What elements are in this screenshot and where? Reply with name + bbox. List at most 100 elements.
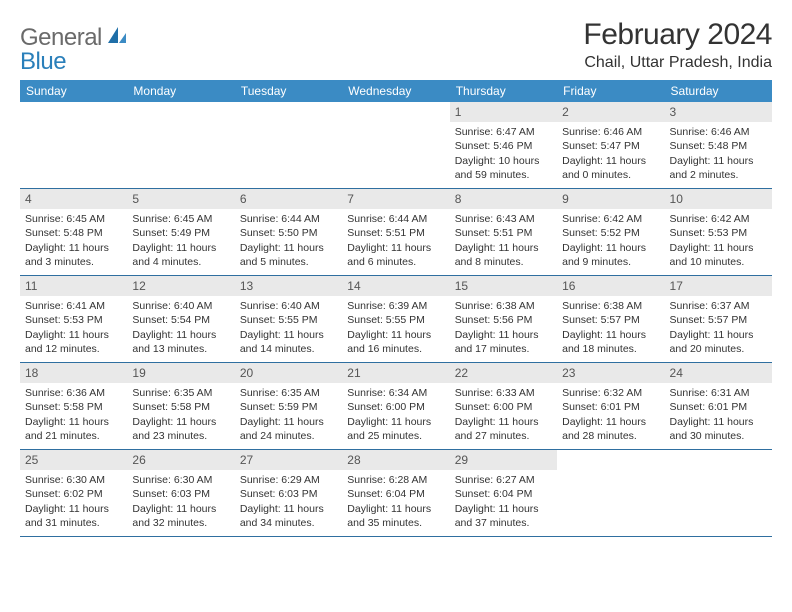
day-info-line: Sunrise: 6:45 AM (132, 212, 229, 226)
weekday-header: Wednesday (342, 80, 449, 102)
day-number: 6 (235, 189, 342, 209)
day-number: 2 (557, 102, 664, 122)
day-number: 3 (665, 102, 772, 122)
day-info-line: and 24 minutes. (240, 429, 337, 443)
logo-blue-text-wrap: Blue (20, 48, 66, 76)
day-info-line: Daylight: 11 hours (670, 415, 767, 429)
day-info-line: Sunrise: 6:45 AM (25, 212, 122, 226)
day-number: 4 (20, 189, 127, 209)
day-info-line: Sunset: 6:01 PM (670, 400, 767, 414)
day-info-line: Daylight: 10 hours (455, 154, 552, 168)
calendar-day: 3Sunrise: 6:46 AMSunset: 5:48 PMDaylight… (665, 102, 772, 188)
day-info-line: Sunset: 5:48 PM (25, 226, 122, 240)
day-number: 13 (235, 276, 342, 296)
day-number: 20 (235, 363, 342, 383)
day-info-line: Sunset: 5:57 PM (670, 313, 767, 327)
calendar-week-row: 25Sunrise: 6:30 AMSunset: 6:02 PMDayligh… (20, 450, 772, 537)
calendar-day: 4Sunrise: 6:45 AMSunset: 5:48 PMDaylight… (20, 189, 127, 275)
day-info-line: Sunrise: 6:42 AM (562, 212, 659, 226)
day-info-line: Sunset: 5:50 PM (240, 226, 337, 240)
day-number: 7 (342, 189, 449, 209)
calendar-day-empty (20, 102, 127, 188)
day-info-line: and 0 minutes. (562, 168, 659, 182)
calendar-day: 7Sunrise: 6:44 AMSunset: 5:51 PMDaylight… (342, 189, 449, 275)
calendar-day: 28Sunrise: 6:28 AMSunset: 6:04 PMDayligh… (342, 450, 449, 536)
calendar-day: 16Sunrise: 6:38 AMSunset: 5:57 PMDayligh… (557, 276, 664, 362)
day-number: 22 (450, 363, 557, 383)
weekday-header: Friday (557, 80, 664, 102)
day-info-line: Daylight: 11 hours (455, 502, 552, 516)
calendar-day: 29Sunrise: 6:27 AMSunset: 6:04 PMDayligh… (450, 450, 557, 536)
day-info-line: and 4 minutes. (132, 255, 229, 269)
header: General February 2024 Chail, Uttar Prade… (20, 18, 772, 72)
day-number: 23 (557, 363, 664, 383)
day-info-line: Daylight: 11 hours (132, 328, 229, 342)
logo-text-blue: Blue (20, 48, 66, 75)
day-info-line: and 13 minutes. (132, 342, 229, 356)
day-info-line: Sunset: 5:55 PM (240, 313, 337, 327)
calendar-day: 19Sunrise: 6:35 AMSunset: 5:58 PMDayligh… (127, 363, 234, 449)
day-info-line: Sunrise: 6:47 AM (455, 125, 552, 139)
day-info-line: Daylight: 11 hours (455, 415, 552, 429)
day-info-line: Daylight: 11 hours (240, 415, 337, 429)
calendar-day-empty (557, 450, 664, 536)
day-info-line: and 32 minutes. (132, 516, 229, 530)
day-number: 27 (235, 450, 342, 470)
day-info-line: Daylight: 11 hours (132, 502, 229, 516)
day-info-line: Sunset: 6:02 PM (25, 487, 122, 501)
calendar-day: 25Sunrise: 6:30 AMSunset: 6:02 PMDayligh… (20, 450, 127, 536)
day-info-line: Daylight: 11 hours (562, 241, 659, 255)
day-info-line: and 17 minutes. (455, 342, 552, 356)
day-number: 10 (665, 189, 772, 209)
calendar-day: 11Sunrise: 6:41 AMSunset: 5:53 PMDayligh… (20, 276, 127, 362)
day-info-line: and 28 minutes. (562, 429, 659, 443)
day-info-line: Sunset: 5:47 PM (562, 139, 659, 153)
day-info-line: Sunrise: 6:40 AM (240, 299, 337, 313)
day-info-line: Sunrise: 6:37 AM (670, 299, 767, 313)
calendar-day: 24Sunrise: 6:31 AMSunset: 6:01 PMDayligh… (665, 363, 772, 449)
day-info-line: Sunset: 5:55 PM (347, 313, 444, 327)
calendar-day: 22Sunrise: 6:33 AMSunset: 6:00 PMDayligh… (450, 363, 557, 449)
day-info-line: and 59 minutes. (455, 168, 552, 182)
day-info-line: and 9 minutes. (562, 255, 659, 269)
weekday-header: Sunday (20, 80, 127, 102)
day-number: 29 (450, 450, 557, 470)
day-info-line: Sunrise: 6:40 AM (132, 299, 229, 313)
day-info-line: Sunset: 6:03 PM (240, 487, 337, 501)
day-info-line: Daylight: 11 hours (240, 328, 337, 342)
day-info-line: Daylight: 11 hours (240, 241, 337, 255)
logo: General (20, 18, 130, 52)
calendar-day-empty (235, 102, 342, 188)
day-info-line: Sunrise: 6:35 AM (240, 386, 337, 400)
day-info-line: Sunrise: 6:46 AM (562, 125, 659, 139)
day-info-line: Sunrise: 6:30 AM (132, 473, 229, 487)
day-info-line: Daylight: 11 hours (347, 502, 444, 516)
day-info-line: Sunrise: 6:43 AM (455, 212, 552, 226)
day-info-line: Daylight: 11 hours (455, 328, 552, 342)
day-info-line: Daylight: 11 hours (455, 241, 552, 255)
calendar-day: 10Sunrise: 6:42 AMSunset: 5:53 PMDayligh… (665, 189, 772, 275)
day-number: 15 (450, 276, 557, 296)
weekday-header: Saturday (665, 80, 772, 102)
day-info-line: Daylight: 11 hours (132, 241, 229, 255)
day-info-line: Daylight: 11 hours (670, 154, 767, 168)
day-info-line: Sunrise: 6:30 AM (25, 473, 122, 487)
day-number: 26 (127, 450, 234, 470)
day-info-line: Sunset: 5:57 PM (562, 313, 659, 327)
day-info-line: Daylight: 11 hours (240, 502, 337, 516)
day-info-line: and 18 minutes. (562, 342, 659, 356)
calendar-day: 27Sunrise: 6:29 AMSunset: 6:03 PMDayligh… (235, 450, 342, 536)
day-info-line: and 14 minutes. (240, 342, 337, 356)
calendar: SundayMondayTuesdayWednesdayThursdayFrid… (20, 80, 772, 537)
day-info-line: Sunrise: 6:28 AM (347, 473, 444, 487)
title-block: February 2024 Chail, Uttar Pradesh, Indi… (583, 18, 772, 72)
day-info-line: and 8 minutes. (455, 255, 552, 269)
day-info-line: Daylight: 11 hours (562, 328, 659, 342)
logo-sail-icon (106, 25, 128, 52)
day-info-line: Sunrise: 6:38 AM (562, 299, 659, 313)
month-title: February 2024 (583, 18, 772, 52)
day-number: 21 (342, 363, 449, 383)
calendar-day: 15Sunrise: 6:38 AMSunset: 5:56 PMDayligh… (450, 276, 557, 362)
calendar-day: 20Sunrise: 6:35 AMSunset: 5:59 PMDayligh… (235, 363, 342, 449)
calendar-day: 18Sunrise: 6:36 AMSunset: 5:58 PMDayligh… (20, 363, 127, 449)
